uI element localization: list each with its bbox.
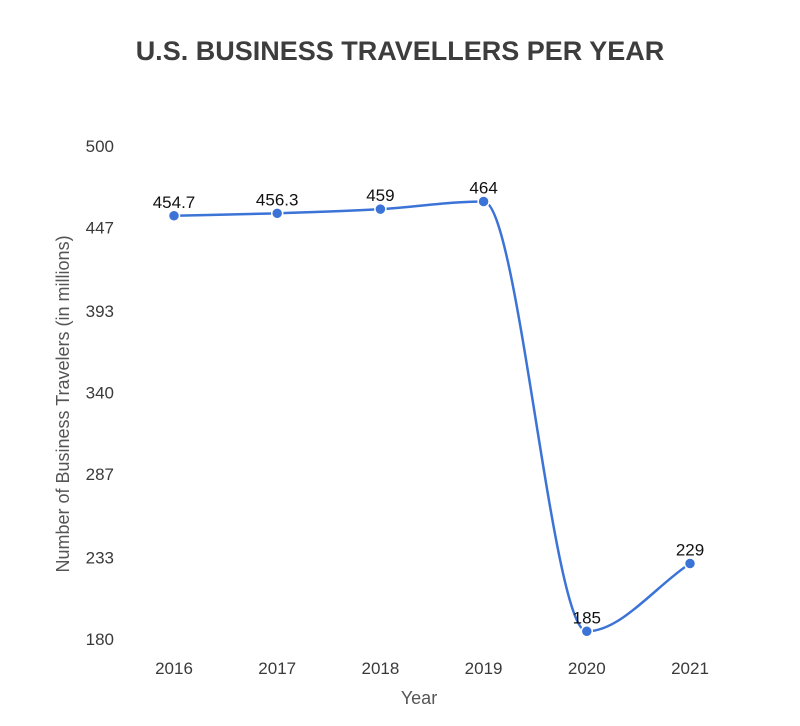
x-tick-label: 2017 bbox=[258, 659, 296, 678]
series-layer: 454.7 456.3 459 464 185 229 bbox=[153, 178, 704, 638]
data-point bbox=[270, 207, 284, 220]
y-axis-label: Number of Business Travelers (in million… bbox=[53, 235, 73, 572]
y-axis-ticks: 500 447 393 340 287 233 180 bbox=[86, 137, 114, 649]
data-label: 459 bbox=[366, 186, 394, 205]
x-axis-ticks: 2016 2017 2018 2019 2020 2021 bbox=[155, 659, 709, 678]
data-point bbox=[683, 557, 697, 570]
x-tick-label: 2020 bbox=[568, 659, 606, 678]
y-tick-label: 340 bbox=[86, 384, 114, 403]
y-tick-label: 233 bbox=[86, 548, 114, 567]
x-tick-label: 2021 bbox=[671, 659, 709, 678]
x-tick-label: 2016 bbox=[155, 659, 193, 678]
x-tick-label: 2019 bbox=[465, 659, 503, 678]
data-point bbox=[580, 625, 594, 638]
x-tick-label: 2018 bbox=[361, 659, 399, 678]
data-label: 229 bbox=[676, 541, 704, 560]
x-axis-label: Year bbox=[401, 688, 437, 708]
y-tick-label: 500 bbox=[86, 137, 114, 156]
data-point bbox=[374, 202, 387, 216]
y-tick-label: 447 bbox=[86, 219, 114, 238]
data-point bbox=[477, 195, 490, 208]
data-label: 464 bbox=[469, 178, 497, 197]
data-point bbox=[167, 209, 181, 223]
data-label: 454.7 bbox=[153, 193, 196, 212]
chart-title: U.S. BUSINESS TRAVELLERS PER YEAR bbox=[136, 36, 665, 66]
y-tick-label: 287 bbox=[86, 465, 114, 484]
data-label: 185 bbox=[573, 608, 601, 627]
y-tick-label: 180 bbox=[86, 630, 114, 649]
series-line bbox=[173, 200, 691, 633]
y-tick-label: 393 bbox=[86, 302, 114, 321]
data-label: 456.3 bbox=[256, 190, 299, 209]
